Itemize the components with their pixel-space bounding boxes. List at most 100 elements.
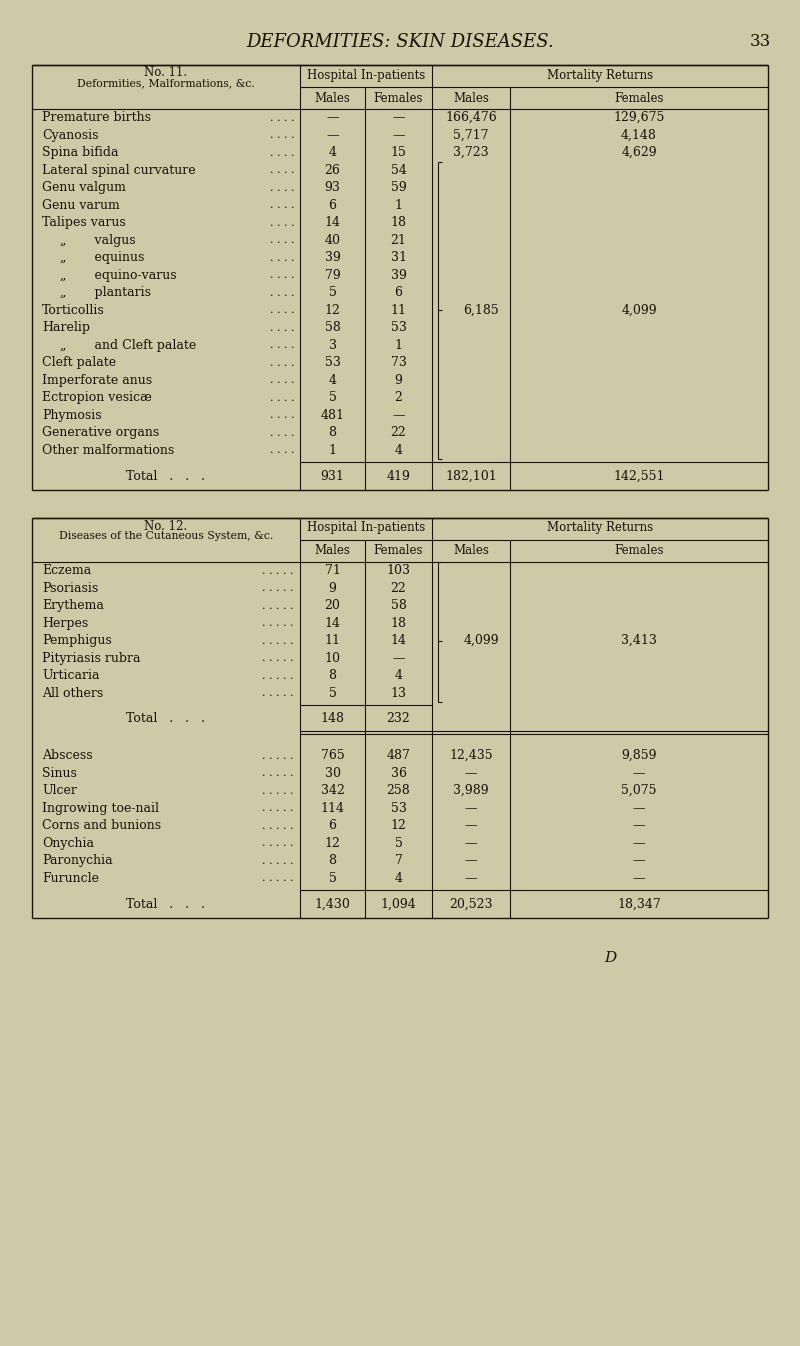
Text: 12: 12 xyxy=(390,820,406,832)
Text: 39: 39 xyxy=(325,252,341,264)
Text: . . . . .: . . . . . xyxy=(262,769,294,778)
Text: 11: 11 xyxy=(390,304,406,316)
Text: 79: 79 xyxy=(325,269,340,281)
Text: —: — xyxy=(465,872,478,884)
Text: Corns and bunions: Corns and bunions xyxy=(42,820,161,832)
Text: 481: 481 xyxy=(321,409,345,421)
Text: 14: 14 xyxy=(325,217,341,229)
Text: . . . . .: . . . . . xyxy=(262,583,294,594)
Text: 22: 22 xyxy=(390,581,406,595)
Text: . . . .: . . . . xyxy=(270,148,294,157)
Text: 20: 20 xyxy=(325,599,341,612)
Text: 232: 232 xyxy=(386,712,410,725)
Text: 9: 9 xyxy=(329,581,337,595)
Text: —: — xyxy=(633,767,646,779)
Text: . . . . .: . . . . . xyxy=(262,670,294,681)
Text: 12: 12 xyxy=(325,837,341,849)
Text: 26: 26 xyxy=(325,164,341,176)
Text: 13: 13 xyxy=(390,686,406,700)
Text: Total   .   .   .: Total . . . xyxy=(126,470,206,482)
Text: 4,629: 4,629 xyxy=(621,147,657,159)
Text: . . . . .: . . . . . xyxy=(262,856,294,865)
Text: —: — xyxy=(633,802,646,814)
Text: . . . .: . . . . xyxy=(270,201,294,210)
Text: All others: All others xyxy=(42,686,103,700)
Text: 8: 8 xyxy=(329,669,337,682)
Text: . . . . .: . . . . . xyxy=(262,688,294,699)
Text: 8: 8 xyxy=(329,855,337,867)
Text: —: — xyxy=(633,837,646,849)
Text: —: — xyxy=(392,409,405,421)
Text: 4: 4 xyxy=(394,444,402,456)
Text: . . . .: . . . . xyxy=(270,131,294,140)
Text: 31: 31 xyxy=(390,252,406,264)
Text: Deformities, Malformations, &c.: Deformities, Malformations, &c. xyxy=(77,78,255,87)
Text: 39: 39 xyxy=(390,269,406,281)
Text: . . . . .: . . . . . xyxy=(262,751,294,760)
Text: 12,435: 12,435 xyxy=(449,750,493,762)
Text: D: D xyxy=(604,952,616,965)
Text: 53: 53 xyxy=(390,802,406,814)
Text: Ingrowing toe-nail: Ingrowing toe-nail xyxy=(42,802,159,814)
Text: 419: 419 xyxy=(386,470,410,482)
Text: 5: 5 xyxy=(329,287,337,299)
Text: Phymosis: Phymosis xyxy=(42,409,102,421)
Text: Premature births: Premature births xyxy=(42,112,151,124)
Text: 148: 148 xyxy=(321,712,345,725)
Text: —: — xyxy=(633,872,646,884)
Text: 4,099: 4,099 xyxy=(621,304,657,316)
Text: Pityriasis rubra: Pityriasis rubra xyxy=(42,651,141,665)
Text: Males: Males xyxy=(314,545,350,557)
Text: No. 12.: No. 12. xyxy=(145,520,187,533)
Text: 1: 1 xyxy=(394,199,402,211)
Text: Hospital In-patients: Hospital In-patients xyxy=(307,69,425,82)
Text: 5,717: 5,717 xyxy=(454,129,489,141)
Text: 18: 18 xyxy=(390,616,406,630)
Text: 30: 30 xyxy=(325,767,341,779)
Text: 15: 15 xyxy=(390,147,406,159)
Text: 71: 71 xyxy=(325,564,341,577)
Text: 36: 36 xyxy=(390,767,406,779)
Text: Males: Males xyxy=(453,545,489,557)
Text: . . . .: . . . . xyxy=(270,446,294,455)
Text: . . . .: . . . . xyxy=(270,253,294,262)
Text: 4: 4 xyxy=(394,669,402,682)
Text: —: — xyxy=(465,820,478,832)
Text: 1,430: 1,430 xyxy=(314,898,350,910)
Text: Mortality Returns: Mortality Returns xyxy=(547,69,653,82)
Text: —: — xyxy=(633,855,646,867)
Text: . . . . .: . . . . . xyxy=(262,874,294,883)
Text: 53: 53 xyxy=(325,357,341,369)
Text: Spina bifida: Spina bifida xyxy=(42,147,118,159)
Text: 59: 59 xyxy=(390,182,406,194)
Text: 129,675: 129,675 xyxy=(614,112,665,124)
Text: —: — xyxy=(392,651,405,665)
Text: . . . .: . . . . xyxy=(270,376,294,385)
Text: „       equino-varus: „ equino-varus xyxy=(60,269,177,281)
Text: 4: 4 xyxy=(329,374,337,386)
Text: 3: 3 xyxy=(329,339,337,351)
Text: . . . . .: . . . . . xyxy=(262,635,294,646)
Text: „       valgus: „ valgus xyxy=(60,234,136,246)
Text: „       plantaris: „ plantaris xyxy=(60,287,151,299)
Text: 40: 40 xyxy=(325,234,341,246)
Text: No. 11.: No. 11. xyxy=(145,66,187,79)
Text: Imperforate anus: Imperforate anus xyxy=(42,374,152,386)
Text: Erythema: Erythema xyxy=(42,599,104,612)
Text: . . . .: . . . . xyxy=(270,306,294,315)
Text: 21: 21 xyxy=(390,234,406,246)
Text: 73: 73 xyxy=(390,357,406,369)
Text: . . . . .: . . . . . xyxy=(262,804,294,813)
Text: . . . .: . . . . xyxy=(270,411,294,420)
Text: 7: 7 xyxy=(394,855,402,867)
Text: Herpes: Herpes xyxy=(42,616,88,630)
Text: 54: 54 xyxy=(390,164,406,176)
Text: . . . .: . . . . xyxy=(270,166,294,175)
Text: . . . .: . . . . xyxy=(270,218,294,227)
Text: —: — xyxy=(326,129,338,141)
Text: . . . . .: . . . . . xyxy=(262,839,294,848)
Text: Diseases of the Cutaneous System, &c.: Diseases of the Cutaneous System, &c. xyxy=(59,532,273,541)
Text: 182,101: 182,101 xyxy=(445,470,497,482)
Text: —: — xyxy=(465,802,478,814)
Text: 114: 114 xyxy=(321,802,345,814)
